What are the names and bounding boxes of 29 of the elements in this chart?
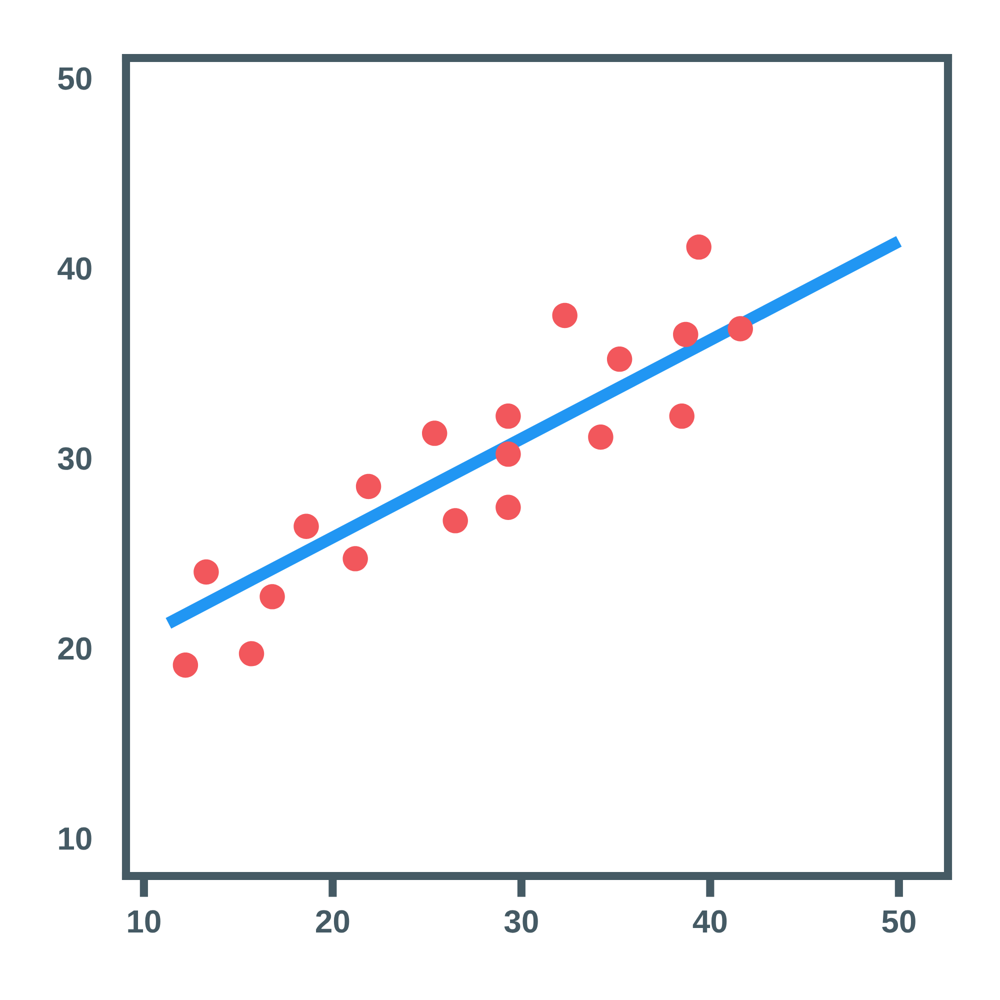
x-tick-label: 40 [692,910,727,933]
point [496,404,521,429]
x-tick-label: 10 [128,910,160,933]
point [588,424,614,450]
y-tick-label: 10 [59,827,92,850]
point [238,641,264,666]
point [260,584,285,610]
point [673,322,698,348]
point [669,404,694,429]
point [606,346,632,372]
y-tick-label: 20 [58,637,92,660]
point [686,234,712,260]
y-tick-label: 30 [58,447,92,470]
x-tick-label: 30 [504,910,538,933]
point [342,546,368,572]
point [728,316,753,342]
point [552,302,578,328]
point [294,514,319,539]
x-tick-label: 20 [316,910,350,933]
point [172,652,198,678]
y-tick-label: 50 [58,67,92,90]
point [442,508,468,534]
point [356,474,382,500]
point [194,559,219,585]
point [496,494,521,520]
y-tick-label: 40 [58,257,92,280]
x-tick-label: 50 [882,910,916,933]
point [422,420,448,446]
point [496,442,521,467]
